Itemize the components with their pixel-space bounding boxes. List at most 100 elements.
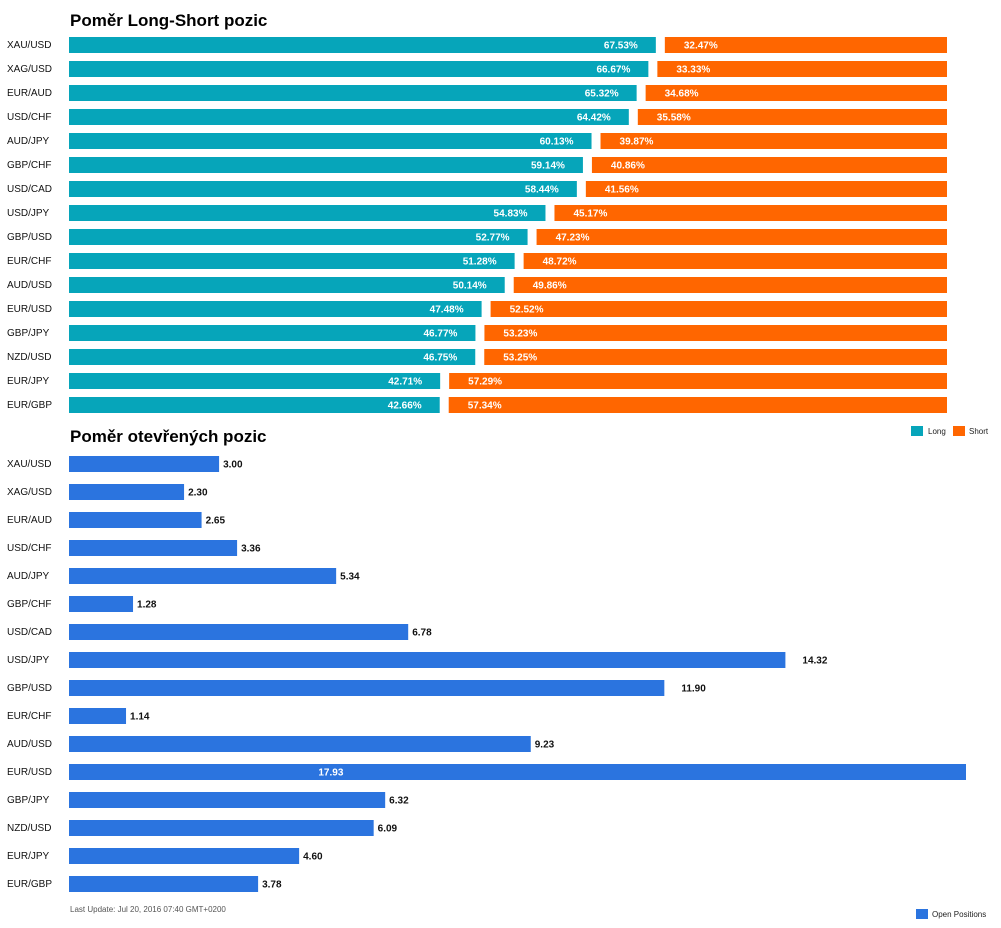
ls-category-label-xau-usd: XAU/USD xyxy=(7,40,51,51)
op-category-label-xag-usd: XAG/USD xyxy=(7,487,52,498)
short-bar-usd-cad xyxy=(585,181,947,197)
short-bar-usd-chf xyxy=(637,109,947,125)
legend-label-open-positions: Open Positions xyxy=(932,910,986,919)
short-value-label-nzd-usd: 53.25% xyxy=(503,353,537,364)
long-bar-eur-jpy xyxy=(69,373,441,389)
open-positions-value-label-xau-usd: 3.00 xyxy=(223,460,243,471)
ls-category-label-eur-gbp: EUR/GBP xyxy=(7,400,52,411)
short-bar-eur-gbp xyxy=(448,397,947,413)
short-bar-eur-chf xyxy=(523,253,947,269)
open-positions-value-label-nzd-usd: 6.09 xyxy=(378,824,398,835)
ls-category-label-nzd-usd: NZD/USD xyxy=(7,352,51,363)
long-bar-gbp-chf xyxy=(69,157,583,173)
long-bar-gbp-jpy xyxy=(69,325,476,341)
long-value-label-gbp-jpy: 46.77% xyxy=(424,329,458,340)
short-value-label-aud-jpy: 39.87% xyxy=(620,137,654,148)
open-positions-value-label-gbp-usd: 11.90 xyxy=(681,684,706,695)
legend-swatch-short xyxy=(953,426,965,436)
short-bar-gbp-usd xyxy=(536,229,947,245)
long-bar-aud-jpy xyxy=(69,133,592,149)
short-value-label-usd-jpy: 45.17% xyxy=(573,209,607,220)
long-bar-usd-jpy xyxy=(69,205,546,221)
short-value-label-eur-aud: 34.68% xyxy=(665,89,699,100)
open-positions-chart: XAU/USD 3.00 XAG/USD 2.30 EUR/AUD 2.65 USD/CHF… xyxy=(7,456,966,892)
op-category-label-gbp-usd: GBP/USD xyxy=(7,683,52,694)
open-positions-value-label-eur-chf: 1.14 xyxy=(130,712,150,723)
short-bar-eur-aud xyxy=(645,85,947,101)
ls-category-label-eur-usd: EUR/USD xyxy=(7,304,52,315)
open-positions-value-label-aud-jpy: 5.34 xyxy=(340,572,360,583)
op-category-label-aud-jpy: AUD/JPY xyxy=(7,571,50,582)
open-positions-bar-usd-chf xyxy=(69,540,238,556)
short-bar-aud-jpy xyxy=(600,133,947,149)
long-bar-aud-usd xyxy=(69,277,505,293)
short-value-label-eur-usd: 52.52% xyxy=(510,305,544,316)
open-positions-value-label-xag-usd: 2.30 xyxy=(188,488,208,499)
open-positions-bar-usd-cad xyxy=(69,624,409,640)
legend-swatch-open-positions xyxy=(916,909,928,919)
long-value-label-eur-usd: 47.48% xyxy=(430,305,464,316)
open-positions-value-label-usd-jpy: 14.32 xyxy=(802,656,827,667)
long-bar-xau-usd xyxy=(69,37,656,53)
open-positions-value-label-eur-jpy: 4.60 xyxy=(303,852,323,863)
open-positions-bar-eur-chf xyxy=(69,708,127,724)
long-bar-eur-gbp xyxy=(69,397,440,413)
open-positions-bar-aud-usd xyxy=(69,736,531,752)
short-value-label-gbp-jpy: 53.23% xyxy=(503,329,537,340)
short-value-label-xau-usd: 32.47% xyxy=(684,41,718,52)
open-positions-value-label-eur-usd: 17.93 xyxy=(318,768,343,779)
short-value-label-gbp-chf: 40.86% xyxy=(611,161,645,172)
legend-label-long: Long xyxy=(928,427,946,436)
open-positions-value-label-usd-cad: 6.78 xyxy=(412,628,432,639)
long-bar-gbp-usd xyxy=(69,229,528,245)
long-value-label-usd-chf: 64.42% xyxy=(577,113,611,124)
short-bar-usd-jpy xyxy=(554,205,947,221)
long-value-label-aud-usd: 50.14% xyxy=(453,281,487,292)
long-bar-usd-chf xyxy=(69,109,629,125)
short-value-label-eur-jpy: 57.29% xyxy=(468,377,502,388)
ls-category-label-aud-jpy: AUD/JPY xyxy=(7,136,50,147)
op-category-label-eur-chf: EUR/CHF xyxy=(7,711,51,722)
short-bar-eur-usd xyxy=(490,301,947,317)
open-positions-bar-gbp-chf xyxy=(69,596,134,612)
short-value-label-aud-usd: 49.86% xyxy=(533,281,567,292)
op-category-label-usd-cad: USD/CAD xyxy=(7,627,52,638)
long-value-label-nzd-usd: 46.75% xyxy=(423,353,457,364)
long-bar-eur-aud xyxy=(69,85,637,101)
ls-category-label-eur-jpy: EUR/JPY xyxy=(7,376,50,387)
short-bar-aud-usd xyxy=(513,277,947,293)
ls-category-label-usd-jpy: USD/JPY xyxy=(7,208,50,219)
long-value-label-aud-jpy: 60.13% xyxy=(540,137,574,148)
open-positions-value-label-aud-usd: 9.23 xyxy=(535,740,555,751)
short-value-label-xag-usd: 33.33% xyxy=(676,65,710,76)
long-value-label-xag-usd: 66.67% xyxy=(596,65,630,76)
short-value-label-eur-chf: 48.72% xyxy=(543,257,577,268)
open-positions-value-label-eur-gbp: 3.78 xyxy=(262,880,282,891)
long-short-legend: Long Short xyxy=(911,426,989,436)
ls-category-label-usd-chf: USD/CHF xyxy=(7,112,51,123)
short-bar-eur-jpy xyxy=(449,373,947,389)
legend-label-short: Short xyxy=(969,427,989,436)
ls-category-label-gbp-chf: GBP/CHF xyxy=(7,160,51,171)
open-positions-bar-eur-usd xyxy=(69,764,966,780)
open-positions-value-label-gbp-jpy: 6.32 xyxy=(389,796,409,807)
ls-category-label-gbp-jpy: GBP/JPY xyxy=(7,328,50,339)
legend-swatch-long xyxy=(911,426,923,436)
op-category-label-eur-usd: EUR/USD xyxy=(7,767,52,778)
long-bar-usd-cad xyxy=(69,181,577,197)
long-value-label-eur-jpy: 42.71% xyxy=(388,377,422,388)
op-category-label-eur-gbp: EUR/GBP xyxy=(7,879,52,890)
short-bar-nzd-usd xyxy=(484,349,947,365)
open-positions-value-label-gbp-chf: 1.28 xyxy=(137,600,157,611)
long-value-label-eur-chf: 51.28% xyxy=(463,257,497,268)
open-positions-bar-nzd-usd xyxy=(69,820,374,836)
long-bar-xag-usd xyxy=(69,61,649,77)
short-bar-gbp-jpy xyxy=(484,325,947,341)
last-update-text: Last Update: Jul 20, 2016 07:40 GMT+0200 xyxy=(70,905,226,914)
op-category-label-gbp-chf: GBP/CHF xyxy=(7,599,51,610)
long-short-chart-title: Poměr Long-Short pozic xyxy=(70,11,267,30)
open-positions-legend: Open Positions xyxy=(916,909,986,919)
long-short-chart: XAU/USD 67.53% 32.47% XAG/USD 66.67% 33.33% EU… xyxy=(7,37,947,413)
open-positions-bar-usd-jpy xyxy=(69,652,786,668)
ls-category-label-eur-chf: EUR/CHF xyxy=(7,256,51,267)
